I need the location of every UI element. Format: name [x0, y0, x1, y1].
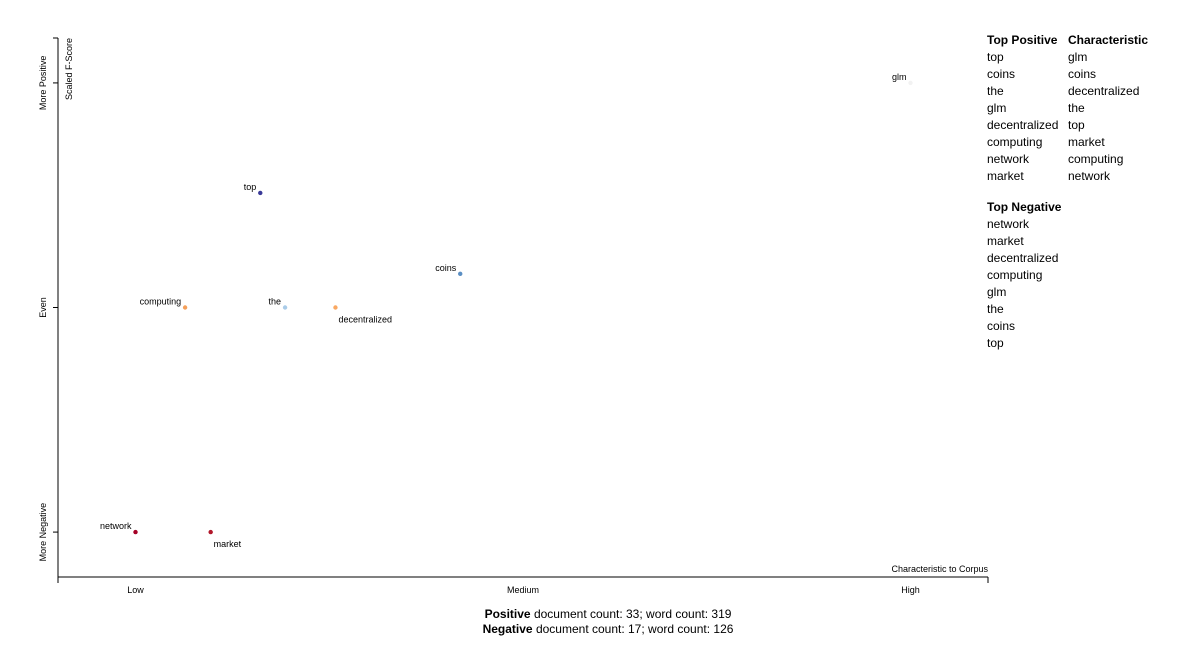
- y-axis-title: Scaled F-Score: [64, 38, 74, 100]
- list-title: Top Negative: [987, 200, 1062, 214]
- footer-line: Positive document count: 33; word count:…: [408, 607, 808, 622]
- term: the: [1068, 101, 1085, 115]
- point: [182, 305, 188, 310]
- point: [458, 271, 463, 277]
- x-tick-label: Low: [127, 585, 144, 595]
- x-axis-title: Characteristic to Corpus: [891, 564, 988, 574]
- term: coins: [987, 319, 1016, 333]
- term: coins: [987, 67, 1016, 81]
- y-tick-label: More Positive: [38, 56, 48, 111]
- point: [208, 529, 213, 535]
- term: network: [987, 217, 1030, 231]
- term: decentralized: [987, 251, 1059, 265]
- point-label: coins: [435, 263, 457, 273]
- point-label: glm: [892, 72, 907, 82]
- term: the: [987, 302, 1004, 316]
- point-label: computing: [140, 297, 182, 307]
- footer-label: Positive: [484, 607, 531, 621]
- footer-text: document count: 17; word count: 126: [535, 622, 734, 636]
- point-label: top: [244, 182, 257, 192]
- term: market: [1068, 135, 1105, 149]
- point-label: market: [214, 539, 242, 549]
- y-tick-label: Even: [38, 297, 48, 318]
- footer-text: document count: 33; word count: 319: [533, 607, 732, 621]
- term: decentralized: [1068, 84, 1140, 98]
- x-tick-label: High: [901, 585, 920, 595]
- term: top: [987, 50, 1004, 64]
- x-tick-label: Medium: [507, 585, 539, 595]
- term-list: Top Negative network market decentralized co…: [987, 199, 1061, 352]
- term: network: [987, 152, 1030, 166]
- term: top: [987, 336, 1004, 350]
- footer: Positive document count: 33; word count:…: [408, 607, 808, 637]
- term: market: [987, 234, 1024, 248]
- term: the: [987, 84, 1004, 98]
- point: [133, 529, 138, 535]
- term: market: [987, 169, 1024, 183]
- point: [908, 80, 913, 86]
- footer-label: Negative: [482, 622, 533, 636]
- y-tick-label: More Negative: [38, 503, 48, 562]
- point: [258, 190, 263, 196]
- point: [282, 305, 288, 310]
- term: glm: [987, 101, 1007, 115]
- point-label: decentralized: [338, 315, 392, 325]
- term: computing: [987, 268, 1043, 282]
- term: coins: [1068, 67, 1097, 81]
- point: [333, 305, 338, 310]
- term: glm: [1068, 50, 1088, 64]
- term-list: Top Positive top coins the glm decentralized c…: [987, 32, 1058, 185]
- term: top: [1068, 118, 1085, 132]
- list-title: Top Positive: [987, 33, 1058, 47]
- term: glm: [987, 285, 1007, 299]
- point-label: network: [100, 521, 132, 531]
- list-title: Characteristic: [1068, 33, 1149, 47]
- term: decentralized: [987, 118, 1059, 132]
- footer-line: Negative document count: 17; word count:…: [408, 622, 808, 637]
- point-label: the: [269, 297, 282, 307]
- term: computing: [1068, 152, 1124, 166]
- term: computing: [987, 135, 1043, 149]
- term: network: [1068, 169, 1111, 183]
- term-list: Characteristic glm coins decentralized the to…: [1068, 32, 1148, 185]
